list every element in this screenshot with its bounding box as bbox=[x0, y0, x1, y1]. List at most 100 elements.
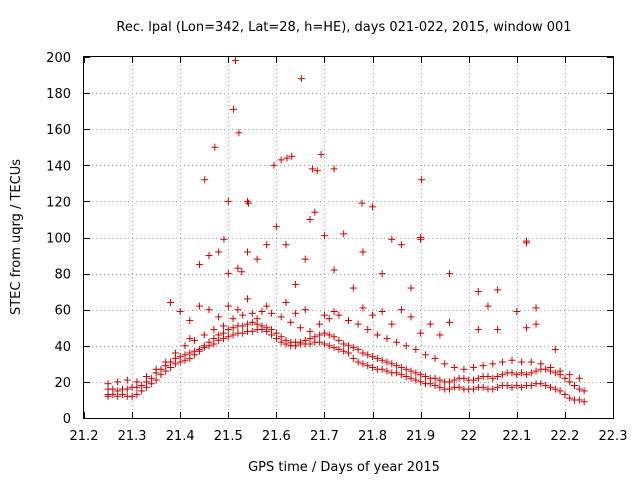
x-tick-label: 21.9 bbox=[406, 429, 435, 444]
y-tick-label: 60 bbox=[54, 304, 71, 319]
data-point bbox=[220, 235, 228, 243]
data-point bbox=[195, 345, 203, 353]
data-point bbox=[258, 322, 266, 330]
data-point bbox=[494, 286, 502, 294]
data-point bbox=[191, 347, 199, 355]
data-point bbox=[445, 318, 453, 326]
data-point bbox=[308, 165, 316, 173]
data-point bbox=[489, 374, 497, 382]
data-point bbox=[224, 197, 232, 205]
y-tick-label: 140 bbox=[46, 159, 71, 174]
data-point bbox=[513, 371, 521, 379]
data-point bbox=[393, 338, 401, 346]
data-point bbox=[407, 284, 415, 292]
x-tick-label: 21.6 bbox=[262, 429, 291, 444]
data-point bbox=[229, 331, 237, 339]
data-point bbox=[566, 394, 574, 402]
data-point bbox=[354, 345, 362, 353]
data-point bbox=[470, 385, 478, 393]
data-point bbox=[195, 261, 203, 269]
data-point bbox=[296, 338, 304, 346]
data-point bbox=[349, 354, 357, 362]
data-point bbox=[162, 358, 170, 366]
data-point bbox=[292, 309, 300, 317]
data-point bbox=[345, 317, 352, 325]
data-point bbox=[200, 331, 208, 339]
data-point bbox=[354, 358, 362, 366]
data-point bbox=[359, 248, 367, 256]
data-point bbox=[518, 358, 526, 366]
data-point bbox=[224, 326, 232, 334]
data-point bbox=[296, 324, 304, 332]
data-point bbox=[215, 331, 223, 339]
data-point bbox=[301, 306, 309, 314]
data-point bbox=[325, 315, 333, 323]
data-point bbox=[397, 306, 405, 314]
data-point bbox=[123, 376, 131, 384]
y-tick-label: 120 bbox=[46, 195, 71, 210]
data-point bbox=[345, 349, 352, 357]
data-point bbox=[407, 374, 415, 382]
data-point bbox=[426, 320, 434, 328]
y-tick-label: 200 bbox=[46, 51, 71, 66]
data-point bbox=[253, 255, 261, 263]
data-point bbox=[364, 326, 372, 334]
data-point bbox=[431, 374, 439, 382]
data-point bbox=[407, 313, 415, 321]
data-point bbox=[494, 383, 502, 391]
data-point bbox=[128, 392, 136, 400]
y-axis-title: STEC from uqrg / TECUs bbox=[9, 159, 24, 315]
data-point bbox=[215, 248, 223, 256]
data-point bbox=[455, 383, 463, 391]
data-point bbox=[498, 358, 506, 366]
x-tick-label: 21.2 bbox=[70, 429, 99, 444]
data-point bbox=[123, 385, 131, 393]
data-point bbox=[402, 365, 410, 373]
data-point bbox=[358, 199, 366, 207]
data-point bbox=[518, 383, 526, 391]
data-point bbox=[219, 322, 227, 330]
data-point bbox=[186, 349, 194, 357]
data-point bbox=[484, 302, 492, 310]
data-point bbox=[508, 356, 516, 364]
data-point bbox=[282, 298, 290, 306]
data-point bbox=[320, 329, 328, 337]
data-point bbox=[561, 374, 569, 382]
data-point bbox=[277, 313, 285, 321]
data-point bbox=[393, 362, 401, 370]
data-point bbox=[359, 349, 367, 357]
data-points bbox=[104, 57, 588, 406]
data-point bbox=[417, 371, 425, 379]
data-point bbox=[181, 351, 189, 359]
data-point bbox=[229, 315, 237, 323]
data-point bbox=[508, 383, 516, 391]
data-point bbox=[479, 362, 487, 370]
data-point bbox=[231, 57, 239, 65]
data-point bbox=[580, 387, 588, 395]
data-point bbox=[210, 326, 218, 334]
y-tick-label: 20 bbox=[54, 376, 71, 391]
data-point bbox=[460, 374, 468, 382]
data-point bbox=[313, 167, 321, 175]
data-point bbox=[470, 363, 478, 371]
data-point bbox=[229, 324, 237, 332]
data-point bbox=[234, 306, 242, 314]
data-point bbox=[412, 345, 420, 353]
data-point bbox=[349, 284, 357, 292]
data-point bbox=[445, 378, 453, 386]
data-point bbox=[474, 288, 482, 296]
data-point bbox=[316, 331, 324, 339]
data-point bbox=[494, 372, 502, 380]
data-point bbox=[340, 230, 348, 238]
data-point bbox=[566, 371, 574, 379]
data-point bbox=[383, 367, 391, 375]
data-point bbox=[201, 176, 209, 184]
data-point bbox=[114, 378, 122, 386]
data-point bbox=[489, 360, 497, 368]
data-point bbox=[388, 320, 396, 328]
data-point bbox=[373, 354, 381, 362]
data-point bbox=[143, 372, 151, 380]
data-point bbox=[244, 320, 252, 328]
data-point bbox=[219, 329, 227, 337]
data-point bbox=[138, 382, 146, 390]
